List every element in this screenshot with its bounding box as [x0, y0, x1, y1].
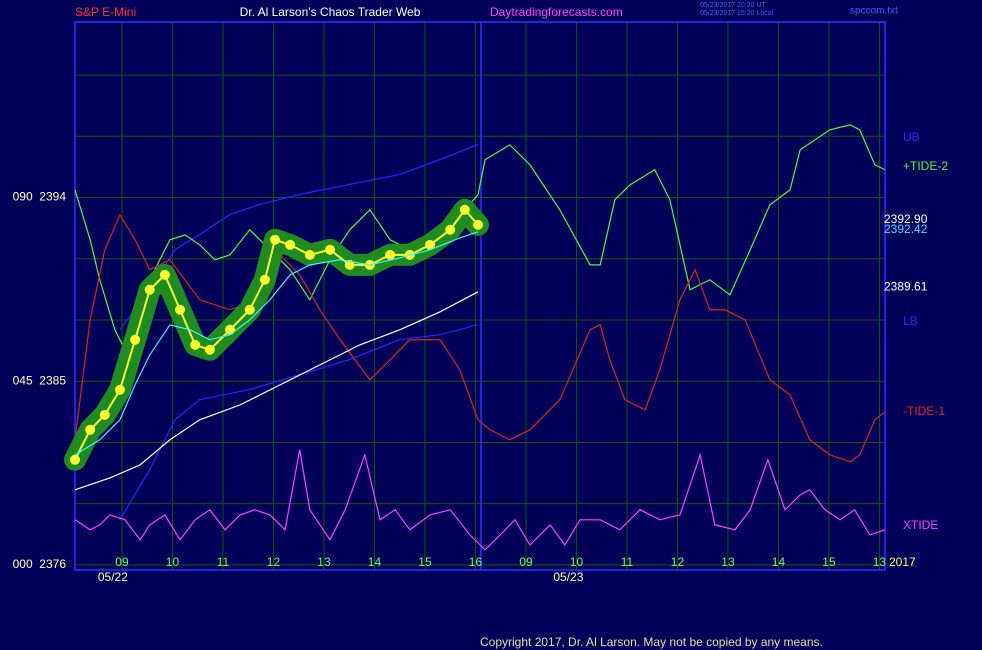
- price-label: 2389.61: [884, 279, 928, 293]
- x-tick-label: 11: [621, 555, 634, 569]
- y-tick-label: 000 2376: [13, 557, 67, 571]
- x-tick-label: 10: [166, 555, 180, 569]
- price-dot: [70, 454, 80, 465]
- price-dot: [204, 344, 215, 355]
- price-dot: [114, 384, 125, 395]
- price-dot: [325, 244, 336, 255]
- legend-label: +TIDE-2: [903, 159, 948, 173]
- price-dot: [425, 239, 436, 250]
- x-tick-label: 13: [873, 555, 887, 569]
- price-dot: [159, 269, 170, 280]
- x-tick-label: 09: [519, 555, 533, 569]
- site: Daytradingforecasts.com: [490, 5, 623, 19]
- copyright: Copyright 2017, Dr. Al Larson. May not b…: [480, 635, 823, 649]
- y-tick-label: 090 2394: [13, 190, 67, 204]
- price-dot: [225, 324, 236, 335]
- price-label: 2392.90: [884, 212, 928, 226]
- price-dot: [99, 409, 110, 420]
- plot-frame: [74, 21, 886, 571]
- x-tick-label: 13: [721, 555, 735, 569]
- series-line: [119, 143, 479, 330]
- price-dot: [269, 234, 280, 245]
- price-dot: [285, 239, 296, 250]
- x-tick-label: 11: [217, 555, 230, 569]
- price-dot: [85, 424, 96, 435]
- price-dot: [190, 339, 201, 350]
- date-label: 05/22: [98, 570, 128, 584]
- legend-label: -TIDE-1: [903, 404, 945, 418]
- price-dot: [175, 304, 186, 315]
- legend-label: LB: [903, 314, 918, 328]
- price-dot: [472, 219, 483, 230]
- timestamp: 05/23/2017 20:20 UT: [700, 2, 766, 9]
- y-tick-label: 045 2385: [13, 373, 67, 387]
- x-tick-label: 12: [267, 555, 281, 569]
- x-tick-label: 16: [469, 555, 483, 569]
- x-tick-label: 15: [822, 555, 836, 569]
- price-label: 2392.42: [884, 222, 928, 236]
- series-line: [74, 291, 479, 491]
- x-tick-label: 14: [368, 555, 382, 569]
- series-line: [74, 213, 886, 463]
- instrument: S&P E-Mini: [75, 5, 136, 19]
- price-dot: [130, 334, 141, 345]
- price-dot: [385, 249, 396, 260]
- chart-title: Dr. Al Larson's Chaos Trader Web: [240, 5, 421, 19]
- timestamp: 05/23/2017 15:20 Local: [700, 10, 774, 17]
- legend-label: UB: [903, 130, 920, 144]
- x-tick-label: 15: [418, 555, 432, 569]
- x-tick-label: 14: [772, 555, 786, 569]
- price-dot: [259, 274, 270, 285]
- price-dot: [445, 224, 456, 235]
- legend-label: XTIDE: [903, 518, 938, 532]
- price-dot: [304, 249, 315, 260]
- file-name: spccom.txt: [850, 6, 898, 17]
- series-line: [74, 231, 479, 456]
- series-line: [74, 449, 886, 551]
- x-tick-label: 09: [115, 555, 129, 569]
- price-dot: [244, 304, 255, 315]
- x-tick-label: 10: [570, 555, 584, 569]
- date-label: 05/23: [553, 570, 583, 584]
- price-dot: [459, 204, 470, 215]
- x-tick-label: 12: [671, 555, 685, 569]
- series-line: [119, 324, 479, 520]
- year: 2017: [889, 555, 916, 569]
- price-dot: [144, 284, 155, 295]
- x-tick-label: 13: [317, 555, 331, 569]
